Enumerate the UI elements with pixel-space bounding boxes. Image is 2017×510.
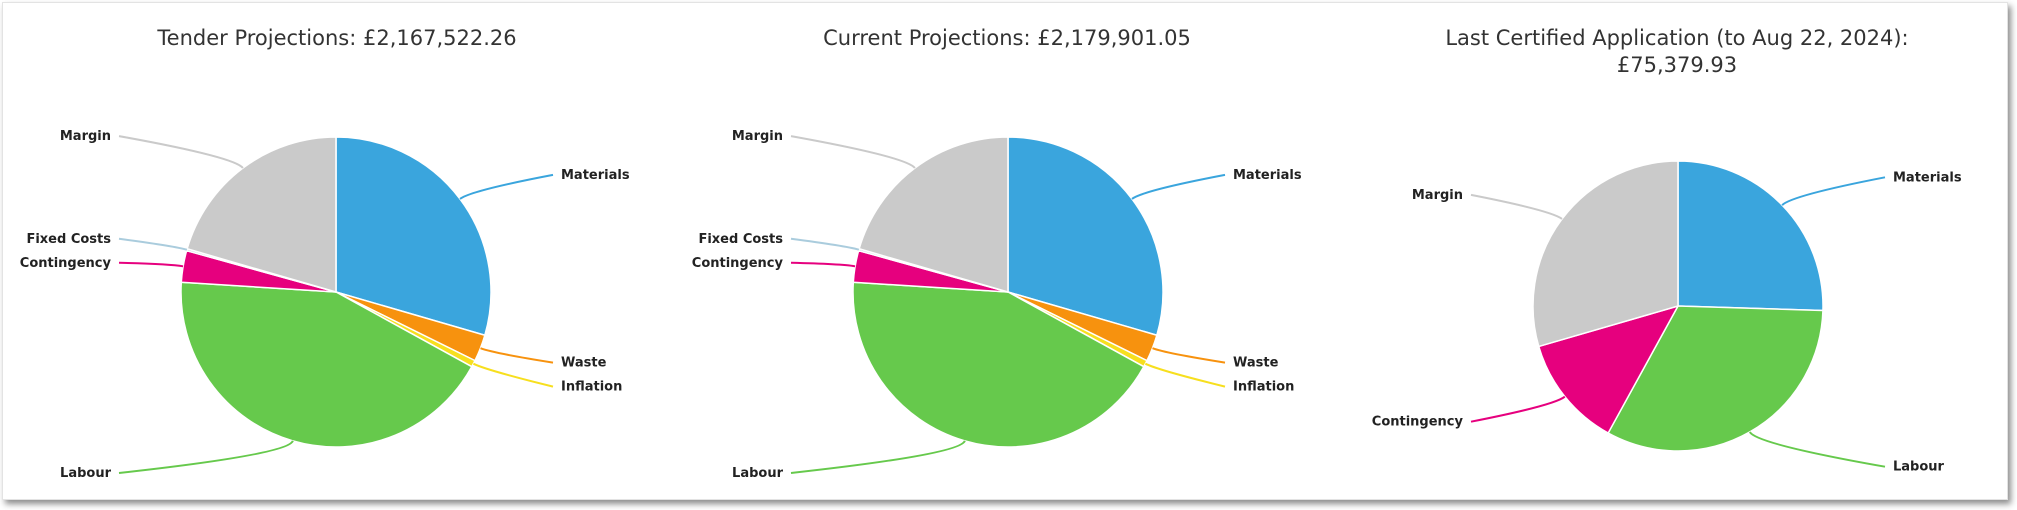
pie-chart-tender: Materials Waste Inflation Labour Contingency… — [20, 129, 630, 481]
pie-slice-labour[interactable] — [852, 281, 1145, 448]
pie-slice-margin[interactable] — [186, 136, 337, 293]
slice-label-waste: Waste — [561, 356, 607, 371]
slice-label-contingency: Contingency — [1372, 415, 1464, 430]
connector-line-margin — [790, 135, 916, 169]
connector-line-labour — [118, 440, 294, 474]
chart-panel-certified: Last Certified Application (to Aug 22, 2… — [1343, 3, 2011, 499]
chart-title-text: Tender Projections: £2,167,522.26 — [157, 26, 517, 50]
pie-slices — [1532, 160, 1824, 452]
connector-line-fixed-costs — [118, 237, 188, 251]
pie-slice-materials[interactable] — [1677, 160, 1824, 312]
pie-labels: Materials Waste Inflation Labour Contingency… — [20, 129, 630, 481]
connector-line-inflation — [472, 362, 554, 388]
pie-slice-labour[interactable] — [1607, 305, 1824, 452]
slice-label-labour: Labour — [732, 466, 784, 481]
chart-title-text: Current Projections: £2,179,901.05 — [823, 26, 1191, 50]
connector-line-contingency — [118, 261, 184, 268]
connector-line-waste — [480, 347, 554, 364]
connector-line-contingency — [790, 261, 856, 268]
slice-label-margin: Margin — [732, 129, 783, 144]
connector-line-labour — [790, 440, 966, 474]
connector-line-contingency — [1470, 395, 1566, 423]
chart-title: Last Certified Application (to Aug 22, 2… — [1363, 25, 1991, 79]
slice-label-inflation: Inflation — [561, 380, 622, 395]
slice-label-materials: Materials — [1893, 170, 1962, 185]
pie-slices — [852, 136, 1164, 448]
connector-line-fixed-costs — [790, 237, 860, 251]
slice-label-inflation: Inflation — [1233, 380, 1294, 395]
pie-labels: Materials Labour Contingency Margin — [1372, 170, 1962, 474]
connector-line-labour — [1748, 431, 1886, 468]
connector-line-margin — [1470, 193, 1563, 220]
chart-title-line-2: £75,379.93 — [1616, 53, 1738, 77]
pie-chart-certified: Materials Labour Contingency Margin — [1372, 160, 1962, 475]
connector-line-inflation — [1144, 362, 1226, 388]
pie-slice-labour[interactable] — [180, 281, 473, 448]
slice-label-contingency: Contingency — [20, 256, 112, 271]
pie-chart-current: Materials Waste Inflation Labour Contingency… — [692, 129, 1302, 481]
connector-line-materials — [459, 173, 554, 200]
slice-label-labour: Labour — [60, 466, 112, 481]
chart-title-line-1: Last Certified Application (to Aug 22, 2… — [1445, 26, 1909, 50]
connector-line-materials — [1781, 176, 1886, 206]
charts-frame: Tender Projections: £2,167,522.26 Materi… — [2, 2, 2008, 500]
pie-labels: Materials Waste Inflation Labour Contingency… — [692, 129, 1302, 481]
connector-line-margin — [118, 135, 244, 169]
pie-slice-margin[interactable] — [858, 136, 1009, 293]
slice-label-margin: Margin — [1412, 188, 1463, 203]
slice-label-fixed-costs: Fixed Costs — [26, 232, 111, 247]
connector-line-materials — [1131, 173, 1226, 200]
slice-label-contingency: Contingency — [692, 256, 784, 271]
slice-label-materials: Materials — [1233, 168, 1302, 183]
slice-label-waste: Waste — [1233, 356, 1279, 371]
chart-panel-current: Current Projections: £2,179,901.05 Mater… — [673, 3, 1341, 499]
chart-panel-tender: Tender Projections: £2,167,522.26 Materi… — [3, 3, 671, 499]
pie-slice-materials[interactable] — [1007, 136, 1164, 336]
connector-line-waste — [1152, 347, 1226, 364]
slice-label-margin: Margin — [60, 129, 111, 144]
pie-slices — [180, 136, 492, 448]
slice-label-materials: Materials — [561, 168, 630, 183]
chart-title: Tender Projections: £2,167,522.26 — [23, 25, 651, 52]
slice-label-fixed-costs: Fixed Costs — [698, 232, 783, 247]
pie-slice-margin[interactable] — [1532, 160, 1679, 348]
chart-title: Current Projections: £2,179,901.05 — [693, 25, 1321, 52]
pie-slice-materials[interactable] — [335, 136, 492, 336]
pie-slice-contingency[interactable] — [1538, 305, 1679, 434]
slice-label-labour: Labour — [1893, 460, 1945, 475]
